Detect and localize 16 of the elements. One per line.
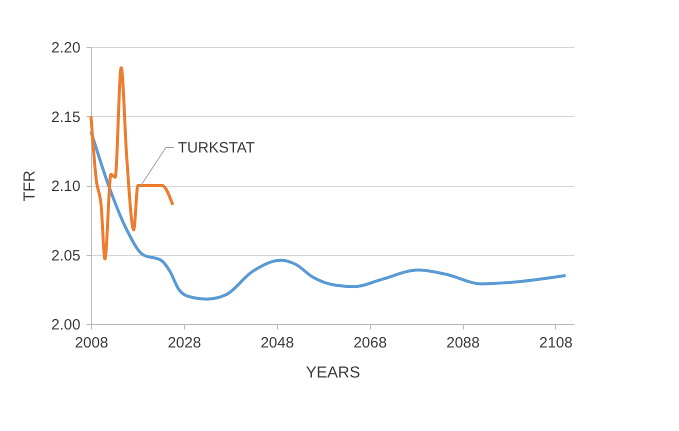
x-tick-label: 2108 [539,334,573,352]
x-tick-label: 2088 [446,334,480,352]
x-tick-label: 2008 [74,334,108,352]
y-axis-title: TFR [21,170,38,202]
y-tick-label: 2.15 [51,108,80,126]
x-tick-label: 2048 [260,334,294,352]
x-tick-label: 2068 [353,334,387,352]
text: TURKSTAT [178,140,255,156]
line-series [90,66,174,260]
y-tick-label: 2.05 [51,247,80,264]
y-tick-label: 2.00 [51,316,80,334]
x-tick-label: 2028 [168,334,202,352]
line-series [90,130,568,301]
x-axis-title: YEARS [306,364,360,382]
y-tick-label: 2.10 [51,178,80,195]
y-tick-label: 2.20 [51,40,80,56]
